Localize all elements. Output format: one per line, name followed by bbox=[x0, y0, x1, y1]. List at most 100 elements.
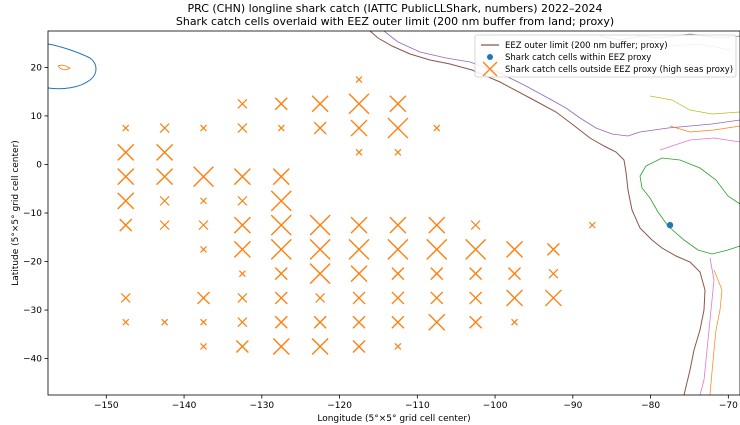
outside-eez-cell-marker bbox=[506, 240, 524, 258]
hawaii-coast bbox=[57, 64, 71, 71]
outside-eez-cell-marker bbox=[391, 267, 405, 281]
outside-eez-cell-marker bbox=[238, 270, 246, 278]
outside-eez-cell-marker bbox=[391, 315, 405, 329]
central-america-coast bbox=[383, 31, 740, 137]
x-tick-label: −110 bbox=[405, 401, 430, 411]
y-axis-label: Latitude (5°×5° grid cell center) bbox=[11, 140, 21, 286]
outside-eez-cell-marker bbox=[315, 293, 326, 303]
outside-eez-cell-marker bbox=[277, 124, 285, 132]
x-tick-label: −150 bbox=[94, 401, 119, 411]
outside-eez-cell-marker bbox=[391, 291, 405, 305]
y-tick-label: −30 bbox=[23, 306, 42, 316]
eez-map-layer bbox=[48, 31, 740, 395]
x-tick-label: −130 bbox=[249, 401, 274, 411]
outside-eez-cell-marker bbox=[200, 343, 207, 350]
outside-eez-cell-marker bbox=[428, 313, 446, 331]
outside-eez-cell-marker bbox=[430, 291, 444, 305]
outside-eez-cell-marker bbox=[352, 291, 366, 305]
outside-eez-cell-marker bbox=[237, 123, 248, 133]
outside-eez-cell-marker bbox=[470, 220, 481, 231]
outside-eez-cell-marker bbox=[159, 220, 170, 231]
outside-eez-cell-marker bbox=[506, 289, 524, 307]
peru-outline bbox=[639, 157, 740, 255]
outside-eez-cell-marker bbox=[350, 216, 368, 234]
outside-eez-cell-marker bbox=[311, 95, 329, 113]
y-axis-ticks: −40 −30 −20 −10 0 10 20 bbox=[23, 63, 48, 365]
outside-eez-cell-marker bbox=[200, 197, 207, 205]
outside-eez-cell-marker bbox=[394, 343, 402, 350]
x-tick-label: −140 bbox=[172, 401, 197, 411]
outside-eez-cell-marker bbox=[465, 238, 487, 260]
outside-eez-cell-marker bbox=[355, 148, 363, 156]
outside-eez-cell-marker bbox=[200, 124, 207, 132]
caribbean-outline bbox=[649, 95, 740, 115]
points-layer bbox=[117, 76, 674, 355]
x-tick-label: −80 bbox=[641, 401, 660, 411]
outside-eez-cell-marker bbox=[161, 318, 169, 326]
outside-eez-cell-marker bbox=[233, 240, 251, 258]
legend-box bbox=[474, 34, 737, 78]
colombia-outline bbox=[669, 125, 740, 133]
chile-outline bbox=[699, 257, 715, 395]
outside-eez-cell-marker bbox=[313, 121, 327, 135]
outside-eez-cell-marker bbox=[394, 148, 402, 156]
y-tick-label: 20 bbox=[31, 63, 43, 73]
x-axis-label: Longitude (5°×5° grid cell center) bbox=[317, 414, 470, 424]
outside-eez-cell-marker bbox=[117, 168, 135, 186]
inside-eez-cell-marker bbox=[666, 221, 674, 229]
outside-eez-cell-marker bbox=[309, 263, 331, 285]
x-tick-label: −90 bbox=[563, 401, 582, 411]
legend: EEZ outer limit (200 nm buffer; proxy) S… bbox=[474, 34, 737, 78]
outside-eez-cell-marker bbox=[272, 168, 290, 186]
outside-eez-cell-marker bbox=[274, 315, 288, 329]
outside-eez-cell-marker bbox=[544, 289, 562, 307]
outside-eez-cell-marker bbox=[313, 315, 327, 329]
hawaii-eez-outline bbox=[48, 43, 97, 90]
legend-eez-label: EEZ outer limit (200 nm buffer; proxy) bbox=[505, 41, 668, 51]
outside-eez-cell-marker bbox=[156, 143, 174, 161]
outside-eez-cell-marker bbox=[309, 238, 331, 260]
outside-eez-cell-marker bbox=[235, 339, 249, 353]
outside-eez-cell-marker bbox=[237, 98, 248, 109]
outside-eez-cell-marker bbox=[122, 124, 130, 132]
outside-eez-cell-marker bbox=[237, 317, 248, 328]
eez-outer-limit-line bbox=[369, 31, 706, 395]
outside-eez-cell-marker bbox=[469, 315, 483, 329]
outside-eez-cell-marker bbox=[122, 318, 130, 326]
outside-eez-cell-marker bbox=[237, 195, 248, 206]
x-axis-ticks: −150 −140 −130 −120 −110 −100 −90 −80 −70 bbox=[94, 395, 738, 411]
chart-subtitle: Shark catch cells overlaid with EEZ oute… bbox=[176, 15, 614, 28]
outside-eez-cell-marker bbox=[348, 238, 370, 260]
y-tick-label: −20 bbox=[23, 258, 42, 268]
venezuela-outline bbox=[659, 137, 740, 151]
outside-eez-cell-marker bbox=[198, 220, 209, 231]
outside-eez-cell-marker bbox=[430, 267, 444, 281]
legend-outside-label: Shark catch cells outside EEZ proxy (hig… bbox=[505, 65, 733, 75]
outside-eez-cell-marker bbox=[270, 238, 292, 260]
outside-eez-cell-marker bbox=[193, 166, 215, 188]
outside-eez-cell-marker bbox=[200, 318, 207, 326]
outside-eez-cell-marker bbox=[233, 168, 251, 186]
outside-eez-cell-marker bbox=[117, 192, 135, 210]
outside-eez-cell-marker bbox=[511, 318, 518, 326]
outside-eez-cell-marker bbox=[389, 95, 407, 113]
outside-eez-cell-marker bbox=[270, 190, 292, 212]
outside-eez-cell-marker bbox=[117, 143, 135, 161]
chart-title: PRC (CHN) longline shark catch (IATTC Pu… bbox=[187, 2, 602, 15]
outside-eez-cell-marker bbox=[469, 267, 483, 281]
outside-eez-cell-marker bbox=[426, 238, 448, 260]
outside-eez-cell-marker bbox=[237, 293, 248, 303]
outside-eez-cell-marker bbox=[433, 124, 441, 132]
outside-eez-cell-marker bbox=[156, 168, 174, 186]
outside-eez-cell-marker bbox=[120, 293, 131, 303]
legend-inside-marker bbox=[487, 54, 493, 60]
outside-eez-cell-marker bbox=[355, 76, 363, 83]
outside-eez-cell-marker bbox=[274, 291, 288, 305]
outside-eez-cell-marker bbox=[270, 214, 292, 236]
y-tick-label: 0 bbox=[36, 160, 42, 170]
outside-eez-cell-marker bbox=[387, 238, 409, 260]
outside-eez-cell-marker bbox=[274, 97, 288, 111]
outside-eez-cell-marker bbox=[352, 339, 366, 353]
x-tick-label: −70 bbox=[719, 401, 738, 411]
